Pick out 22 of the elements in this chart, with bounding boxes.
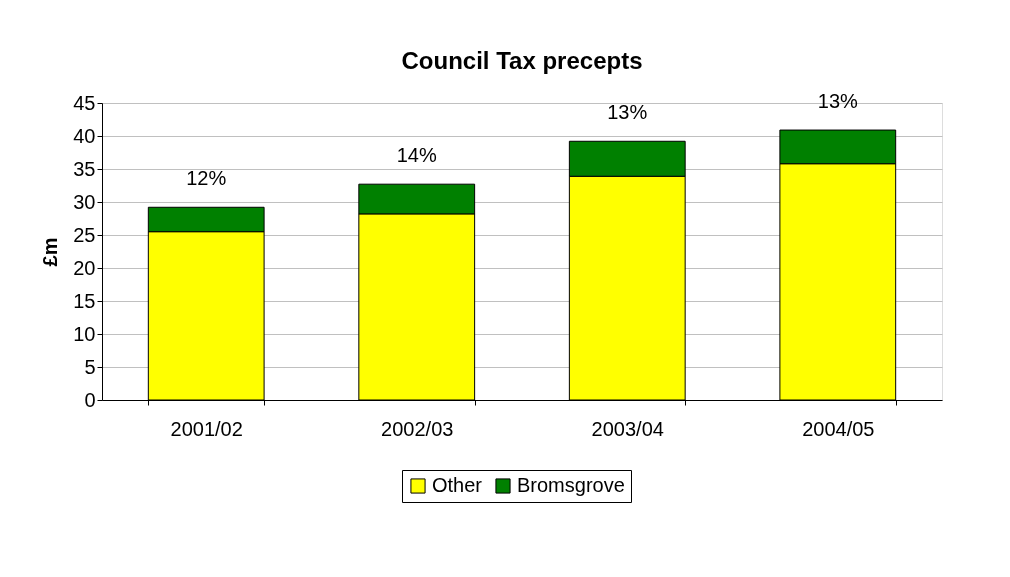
y-tick-label: 5 [84, 355, 96, 378]
annotation: 13% [607, 101, 648, 124]
annotation: 14% [396, 144, 437, 167]
x-tick-label: 2004/05 [802, 417, 875, 440]
y-tick-label: 10 [73, 322, 96, 345]
y-tick-label: 40 [73, 124, 96, 147]
legend-label: Bromsgrove [517, 474, 625, 496]
y-tick-label: 35 [73, 157, 96, 180]
y-tick-label: 45 [73, 91, 96, 114]
chart-title: Council Tax precepts [401, 47, 643, 75]
annotation: 13% [817, 90, 859, 113]
y-tick-label: 0 [84, 388, 96, 411]
annotation: 12% [186, 167, 227, 190]
x-tick-label: 2002/03 [381, 417, 454, 440]
y-axis-title: £m [39, 237, 62, 267]
y-tick-label: 15 [73, 289, 96, 312]
y-tick-label: 20 [73, 256, 96, 279]
y-tick-label: 25 [73, 223, 96, 246]
legend-label: Other [432, 474, 483, 496]
x-tick-label: 2001/02 [170, 417, 243, 440]
x-tick-label: 2003/04 [591, 417, 664, 440]
y-tick-label: 30 [73, 190, 96, 213]
